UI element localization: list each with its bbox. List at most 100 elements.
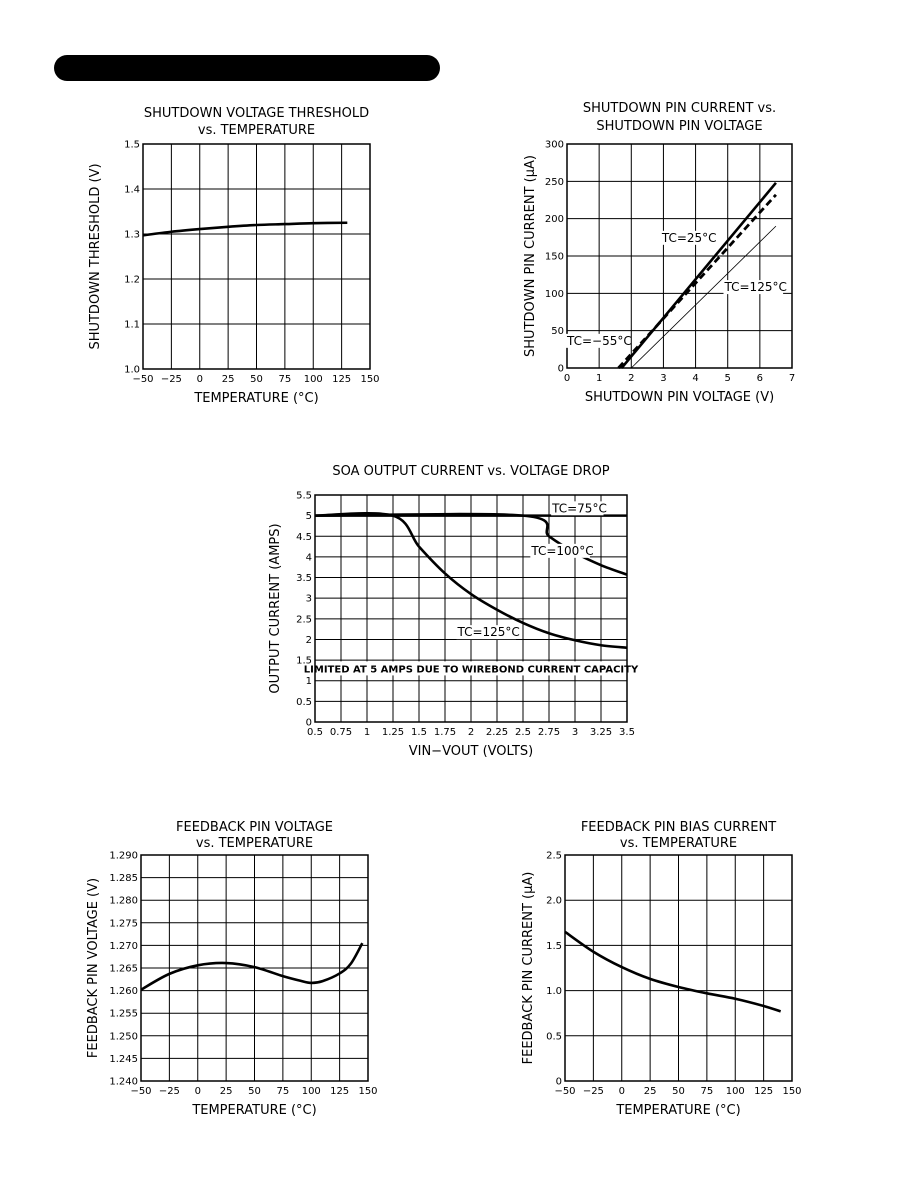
x-tick-label: 75 — [279, 374, 292, 385]
x-tick-label: 0 — [197, 374, 203, 385]
series-annotation: TC=125°C — [724, 280, 787, 294]
x-tick-label: 100 — [302, 1086, 321, 1097]
y-tick-label: 2.5 — [546, 851, 562, 862]
y-tick-label: 1.5 — [296, 656, 312, 667]
series-line — [140, 942, 364, 991]
annotation-background — [551, 501, 604, 516]
x-axis-label: TEMPERATURE (°C) — [191, 1103, 316, 1118]
x-tick-label: 1.5 — [411, 727, 427, 738]
soa-chart: SOA OUTPUT CURRENT vs. VOLTAGE DROP 0.5 0.… — [268, 464, 639, 759]
x-tick-label: 3.25 — [590, 727, 612, 738]
x-tick-label: 25 — [644, 1086, 657, 1097]
y-tick-label: 1.5 — [546, 941, 562, 952]
x-tick-label: 1 — [364, 727, 370, 738]
y-tick-label: 0.5 — [296, 697, 312, 708]
x-tick-label: 3 — [572, 727, 578, 738]
y-tick-label: 0 — [556, 1077, 562, 1088]
x-tick-label: 2 — [628, 373, 634, 384]
y-tick-label: 1.265 — [109, 964, 138, 975]
x-tick-label: 2.5 — [515, 727, 531, 738]
series-line — [620, 181, 777, 369]
x-tick-label: 125 — [330, 1086, 349, 1097]
shutdown-pin-current-chart: SHUTDOWN PIN CURRENT vs. SHUTDOWN PIN VOL… — [523, 101, 795, 405]
x-axis-label: TEMPERATURE (°C) — [193, 391, 318, 406]
chart-title: FEEDBACK PIN VOLTAGE — [176, 820, 333, 835]
x-tick-label: 0 — [195, 1086, 201, 1097]
chart-title: SHUTDOWN PIN VOLTAGE — [596, 119, 762, 134]
x-tick-label: 7 — [789, 373, 795, 384]
x-axis-label: VIN−VOUT (VOLTS) — [409, 744, 534, 759]
x-tick-label: 150 — [360, 374, 379, 385]
x-tick-label: 1.75 — [434, 727, 456, 738]
plot-frame — [564, 854, 793, 1082]
x-tick-label: 1 — [596, 373, 602, 384]
chart-title: vs. TEMPERATURE — [620, 836, 737, 851]
x-tick-label: 2 — [468, 727, 474, 738]
y-tick-label: 1.285 — [109, 873, 138, 884]
y-tick-label: 2.5 — [296, 614, 312, 625]
x-tick-label: 150 — [782, 1086, 801, 1097]
y-tick-label: 150 — [545, 252, 564, 263]
header-bar — [54, 55, 440, 81]
x-tick-label: 6 — [757, 373, 763, 384]
chart-title: SOA OUTPUT CURRENT vs. VOLTAGE DROP — [332, 464, 609, 479]
y-tick-label: 5 — [306, 511, 312, 522]
chart-note: LIMITED AT 5 AMPS DUE TO WIREBOND CURREN… — [304, 664, 639, 675]
y-tick-label: 0.5 — [546, 1031, 562, 1042]
series-line — [617, 193, 777, 369]
chart-title: SHUTDOWN VOLTAGE THRESHOLD — [144, 106, 369, 121]
y-tick-label: 200 — [545, 214, 564, 225]
chart-title: FEEDBACK PIN BIAS CURRENT — [581, 820, 776, 835]
x-tick-label: 1.25 — [382, 727, 404, 738]
x-tick-label: 100 — [726, 1086, 745, 1097]
x-tick-label: −50 — [554, 1086, 575, 1097]
y-tick-label: 100 — [545, 289, 564, 300]
y-tick-label: 1.0 — [546, 986, 562, 997]
x-tick-label: −50 — [130, 1086, 151, 1097]
y-tick-label: 3.5 — [296, 573, 312, 584]
y-axis-label: SHUTDOWN PIN CURRENT (μA) — [523, 155, 538, 357]
y-axis-label: FEEDBACK PIN CURRENT (μA) — [521, 872, 536, 1065]
annotation-background — [723, 280, 784, 295]
y-tick-label: 4.5 — [296, 532, 312, 543]
x-tick-label: 50 — [672, 1086, 685, 1097]
x-tick-label: 2.75 — [538, 727, 560, 738]
x-tick-label: 3 — [660, 373, 666, 384]
y-tick-label: 300 — [545, 140, 564, 151]
y-axis-label: FEEDBACK PIN VOLTAGE (V) — [86, 878, 101, 1058]
x-tick-label: 100 — [304, 374, 323, 385]
x-tick-label: 50 — [250, 374, 263, 385]
y-tick-label: 50 — [551, 326, 564, 337]
x-tick-label: 75 — [701, 1086, 714, 1097]
plot-frame — [566, 143, 793, 369]
plot-frame — [142, 143, 371, 370]
x-tick-label: −25 — [159, 1086, 180, 1097]
series-annotation: TC=75°C — [551, 501, 607, 515]
y-axis-label: OUTPUT CURRENT (AMPS) — [268, 523, 283, 693]
series-line — [631, 225, 777, 369]
x-tick-label: 2.25 — [486, 727, 508, 738]
y-tick-label: 0 — [306, 718, 312, 729]
annotation-background — [660, 230, 714, 245]
y-tick-label: 1.250 — [109, 1031, 138, 1042]
x-tick-label: 0.5 — [307, 727, 323, 738]
y-tick-label: 1.245 — [109, 1054, 138, 1065]
y-tick-label: 1.280 — [109, 896, 138, 907]
x-tick-label: 125 — [332, 374, 351, 385]
x-tick-label: 50 — [248, 1086, 261, 1097]
plot-frame — [314, 494, 628, 723]
y-tick-label: 1.1 — [124, 320, 140, 331]
x-tick-label: −25 — [161, 374, 182, 385]
annotation-background — [530, 543, 590, 558]
y-tick-label: 1.2 — [124, 275, 140, 286]
series-annotation: TC=100°C — [530, 544, 593, 558]
series-annotation: TC=25°C — [661, 231, 717, 245]
shutdown-threshold-chart: SHUTDOWN VOLTAGE THRESHOLD vs. TEMPERATUR… — [88, 106, 380, 406]
x-tick-label: 0.75 — [330, 727, 352, 738]
x-tick-label: 25 — [222, 374, 235, 385]
x-tick-label: 150 — [358, 1086, 377, 1097]
x-axis-label: TEMPERATURE (°C) — [615, 1103, 740, 1118]
x-tick-label: 5 — [725, 373, 731, 384]
